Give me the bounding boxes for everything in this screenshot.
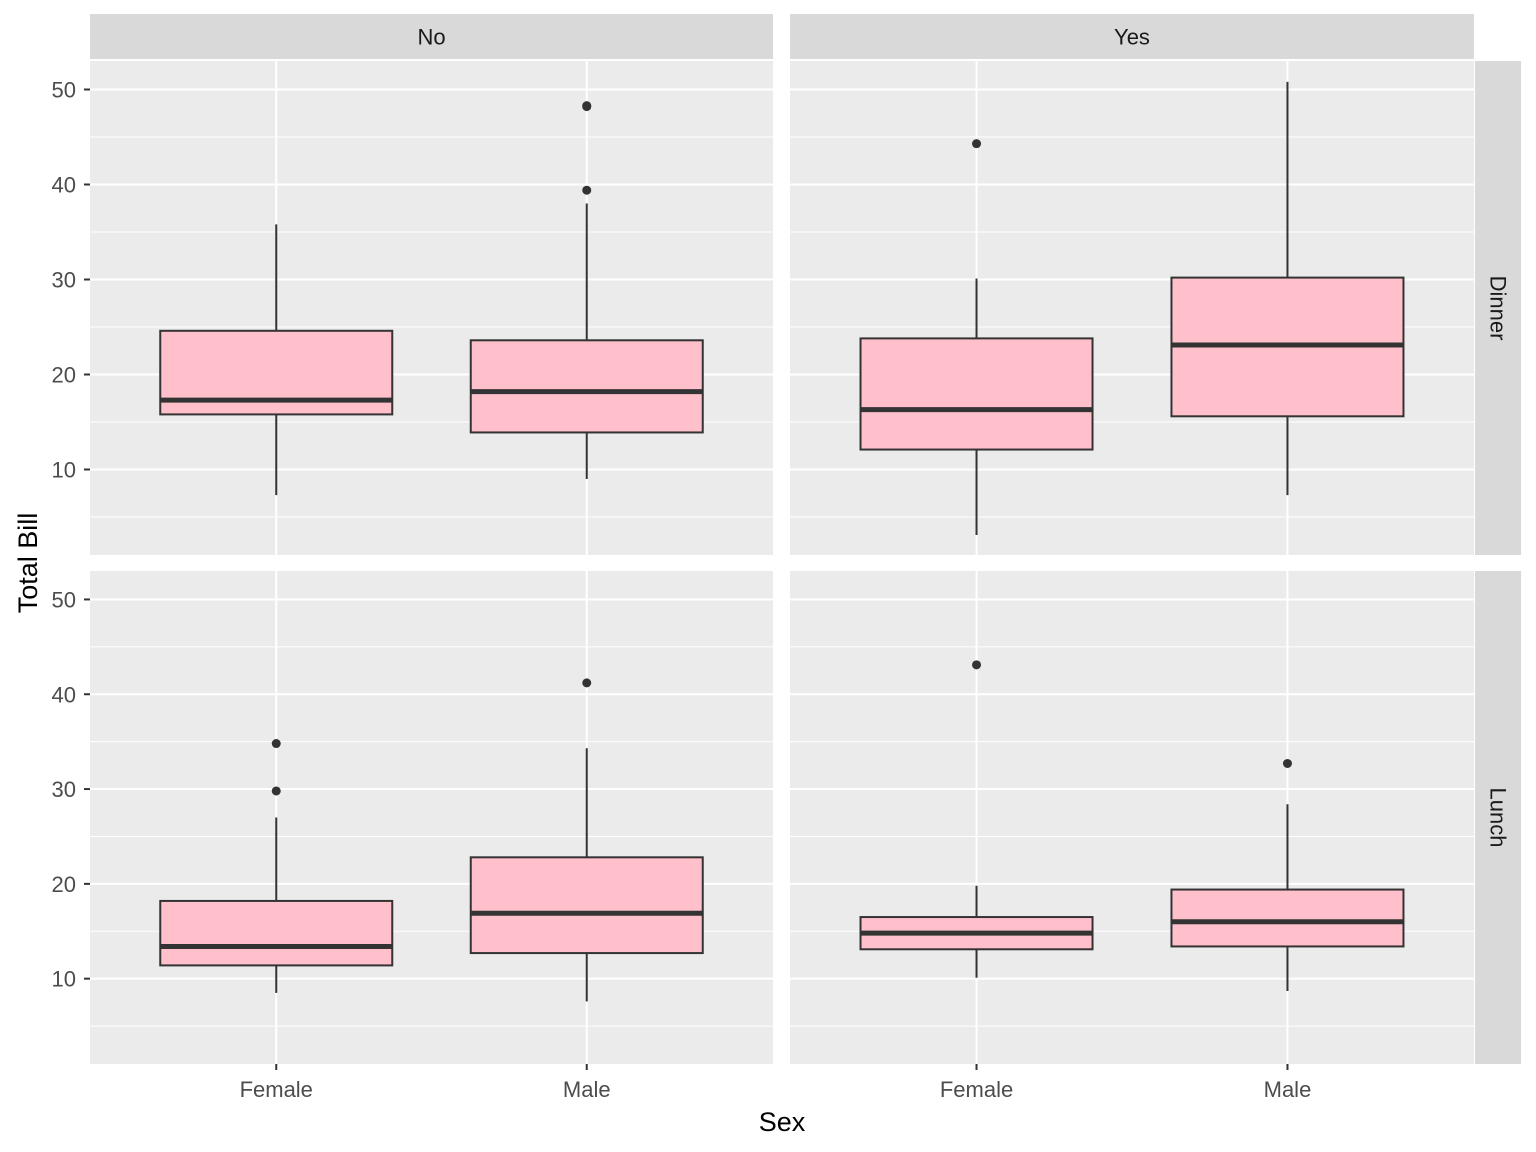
panel-no-dinner — [90, 61, 773, 555]
box-iqr — [469, 856, 704, 955]
y-tick-label: 10 — [52, 967, 76, 992]
box-female — [859, 660, 1094, 978]
strip-dinner — [1475, 61, 1521, 555]
outlier-point — [271, 739, 281, 749]
box-iqr — [859, 337, 1094, 451]
x-tick-label: Female — [240, 1077, 313, 1102]
strip-label: Lunch — [1486, 788, 1511, 848]
outlier-point — [972, 660, 982, 670]
x-tick-label: Male — [563, 1077, 611, 1102]
strip-yes — [790, 14, 1474, 59]
panel-yes-dinner — [790, 61, 1474, 555]
facet-strips: No Yes Dinner Lunch — [90, 14, 1521, 1064]
outlier-point — [271, 786, 281, 796]
panel-background — [90, 61, 773, 555]
box-iqr — [469, 339, 704, 434]
box-male — [469, 678, 704, 1002]
x-tick-label: Male — [1264, 1077, 1312, 1102]
box-male — [469, 101, 704, 479]
panel-background — [790, 571, 1474, 1064]
box-iqr — [159, 899, 394, 967]
y-tick-label: 50 — [52, 78, 76, 103]
y-axis-title: Total Bill — [13, 513, 43, 614]
y-tick-label: 10 — [52, 458, 76, 483]
panels-layer — [90, 61, 1474, 1064]
y-tick-label: 40 — [52, 173, 76, 198]
y-tick-label: 20 — [52, 872, 76, 897]
y-tick-label: 30 — [52, 268, 76, 293]
x-axis-title: Sex — [759, 1107, 806, 1137]
outlier-point — [582, 678, 592, 688]
strip-no — [90, 14, 773, 59]
box-female — [159, 739, 394, 993]
axes-layer: 10 20 30 40 50 10 20 30 40 50 Female Male Female Male — [52, 78, 1312, 1103]
box-male — [1170, 758, 1405, 991]
panel-no-lunch — [90, 571, 773, 1064]
y-tick-label: 30 — [52, 777, 76, 802]
y-tick-label: 40 — [52, 682, 76, 707]
x-tick-label: Female — [940, 1077, 1013, 1102]
box-iqr — [1170, 888, 1405, 948]
outlier-point — [1282, 758, 1292, 768]
strip-lunch — [1475, 571, 1521, 1064]
panel-yes-lunch — [790, 571, 1474, 1064]
outlier-point — [972, 139, 982, 149]
strip-label: No — [417, 25, 445, 50]
panel-background — [90, 571, 773, 1064]
outlier-point — [582, 102, 592, 112]
box-female — [859, 139, 1094, 536]
strip-label: Dinner — [1486, 276, 1511, 341]
box-female — [159, 224, 394, 496]
box-male — [1170, 81, 1405, 496]
strip-label: Yes — [1114, 25, 1150, 50]
y-tick-label: 20 — [52, 363, 76, 388]
outlier-point — [582, 185, 592, 195]
y-tick-label: 50 — [52, 587, 76, 612]
